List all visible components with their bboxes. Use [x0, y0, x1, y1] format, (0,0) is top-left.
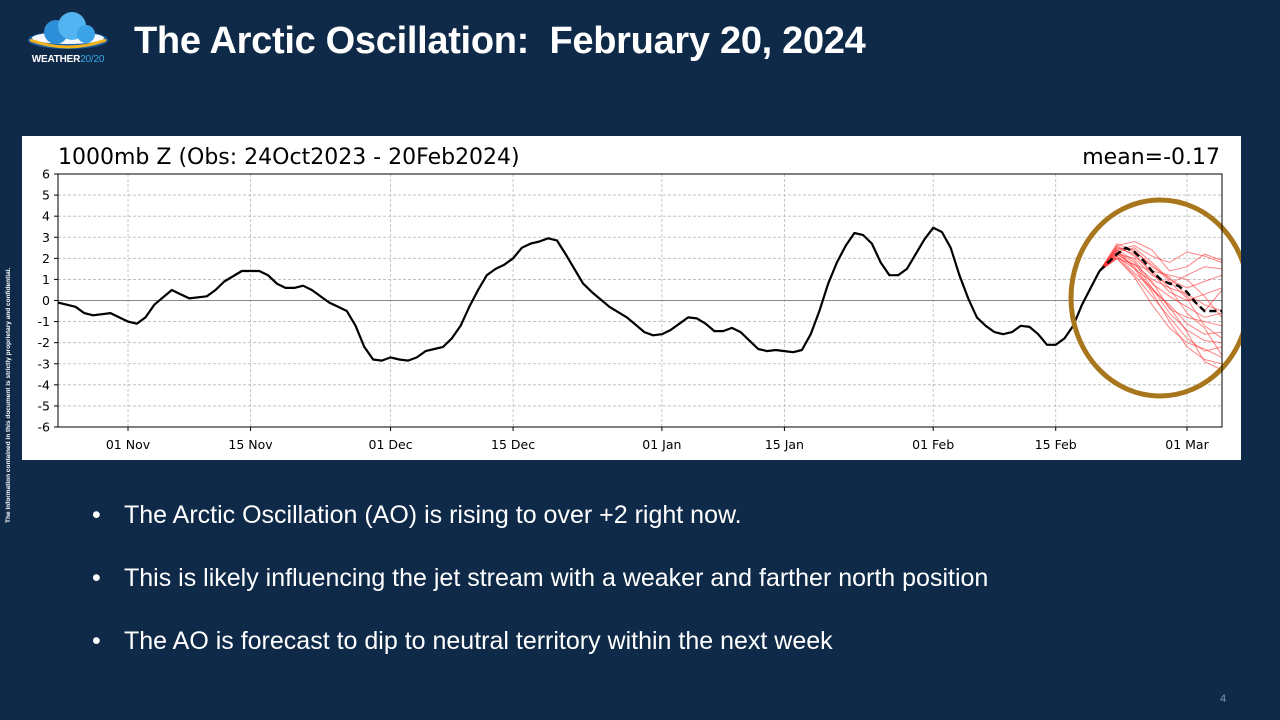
y-tick-label: -5 [38, 398, 50, 413]
x-tick-label: 01 Dec [369, 437, 413, 452]
chart-mean-annotation: mean=-0.17 [1082, 145, 1220, 170]
bullet-list: The Arctic Oscillation (AO) is rising to… [92, 498, 988, 687]
ensemble-member-line [1099, 257, 1223, 312]
ensemble-member-line [1099, 255, 1223, 327]
chart-title: 1000mb Z (Obs: 24Oct2023 - 20Feb2024) [58, 145, 520, 170]
x-tick-label: 15 Jan [765, 437, 804, 452]
x-tick-label: 15 Feb [1035, 437, 1077, 452]
y-axis-ticks: -6 -5 -4 -3 -2 -1 0 1 2 3 4 5 6 [38, 167, 58, 435]
x-tick-label: 01 Mar [1165, 437, 1209, 452]
y-tick-label: 1 [42, 272, 50, 287]
ensemble-mean-line [1098, 246, 1222, 313]
ao-chart-panel: -6 -5 -4 -3 -2 -1 0 1 2 3 4 5 6 01 Nov 15 Nov 01 Dec 15… [22, 136, 1241, 460]
bullet-item: The AO is forecast to dip to neutral ter… [92, 624, 988, 687]
ensemble-member-line [1099, 242, 1223, 339]
page-number: 4 [1220, 693, 1227, 705]
forecast-highlight-ring [1068, 197, 1241, 399]
cloud-logo-icon [28, 12, 108, 49]
x-tick-label: 01 Feb [912, 437, 954, 452]
ensemble-member-line [1099, 257, 1223, 358]
y-tick-label: -1 [38, 314, 50, 329]
observed-series-line [57, 226, 1101, 362]
confidentiality-note: The information contained in this docume… [5, 267, 12, 523]
ensemble-member-line [1099, 247, 1223, 302]
x-tick-label: 15 Nov [228, 437, 273, 452]
page-title: The Arctic Oscillation: February 20, 202… [134, 20, 866, 62]
y-tick-label: 2 [42, 251, 50, 266]
bullet-item: The Arctic Oscillation (AO) is rising to… [92, 498, 988, 561]
bullet-item: This is likely influencing the jet strea… [92, 561, 988, 624]
y-tick-label: 5 [42, 188, 50, 203]
y-tick-label: -3 [38, 356, 50, 371]
y-tick-label: -6 [38, 420, 51, 435]
ensemble-member-line [1099, 253, 1223, 318]
y-tick-label: 3 [42, 230, 50, 245]
logo-wordmark: WEATHER20/20 [31, 54, 105, 65]
x-tick-label: 15 Dec [491, 437, 535, 452]
ao-chart: -6 -5 -4 -3 -2 -1 0 1 2 3 4 5 6 01 Nov 15 Nov 01 Dec 15… [38, 145, 1241, 452]
y-tick-label: -4 [38, 377, 51, 392]
x-axis-ticks: 01 Nov 15 Nov 01 Dec 15 Dec 01 Jan 15 Jan 01 F… [106, 427, 1210, 452]
y-tick-label: 0 [42, 293, 50, 308]
ensemble-members [1099, 240, 1223, 371]
x-tick-label: 01 Jan [642, 437, 681, 452]
weather2020-logo: WEATHER20/20 [22, 8, 114, 68]
y-tick-label: 6 [42, 167, 50, 182]
y-tick-label: 4 [42, 209, 50, 224]
x-tick-label: 01 Nov [106, 437, 151, 452]
y-tick-label: -2 [38, 335, 50, 350]
ensemble-member-line [1099, 255, 1223, 371]
